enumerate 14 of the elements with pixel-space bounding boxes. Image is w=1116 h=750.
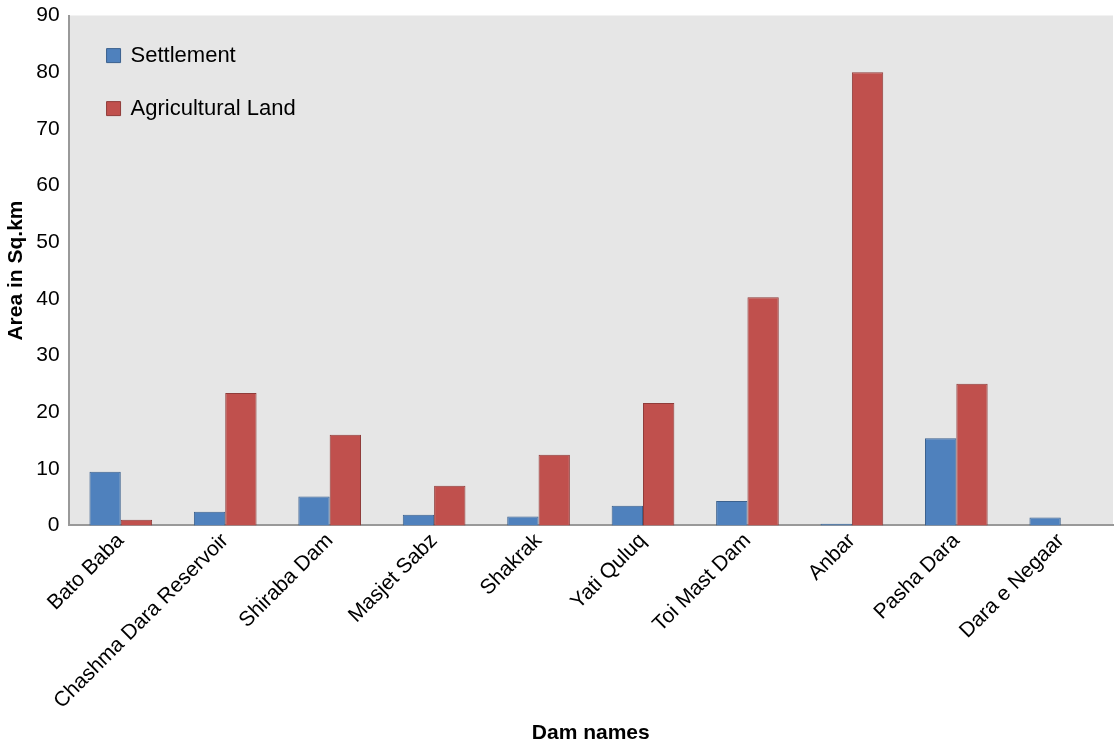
y-axis-title: Area in Sq.km xyxy=(3,200,27,341)
y-tick-label: 0 xyxy=(47,512,60,536)
x-axis-title: Dam names xyxy=(531,720,650,744)
legend-label: Settlement xyxy=(130,41,236,67)
y-tick-label: 60 xyxy=(36,172,60,196)
legend-label: Agricultural Land xyxy=(130,94,296,120)
y-tick-label: 50 xyxy=(36,229,60,252)
y-tick-label: 80 xyxy=(36,59,60,83)
y-tick-label: 90 xyxy=(36,2,60,26)
y-tick-label: 30 xyxy=(36,342,60,366)
y-tick-label: 10 xyxy=(36,455,60,479)
y-tick-label: 40 xyxy=(36,285,60,309)
y-tick-label: 70 xyxy=(36,115,60,139)
y-tick-label: 20 xyxy=(36,398,60,422)
